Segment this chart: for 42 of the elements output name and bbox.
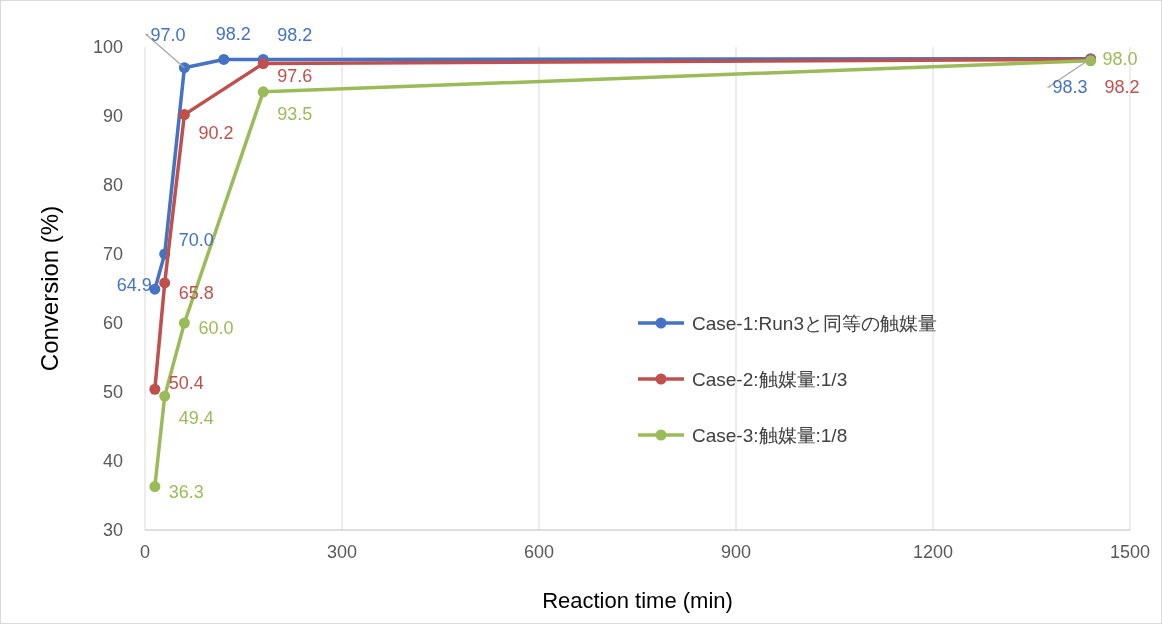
point: [178, 109, 190, 121]
data-label: 98.2: [277, 25, 313, 46]
y-tick-label: 90: [102, 106, 123, 126]
x-tick-label: 300: [326, 542, 358, 562]
x-tick-label: 1200: [912, 542, 954, 562]
point: [218, 53, 230, 65]
point: [149, 481, 161, 493]
y-tick-label: 60: [102, 313, 123, 333]
y-tick-label: 30: [102, 520, 123, 540]
data-label: 98.2: [1104, 77, 1140, 98]
x-tick-label: 600: [523, 542, 555, 562]
data-label: 90.2: [198, 122, 234, 143]
data-label: 49.4: [178, 408, 214, 429]
legend-label: Case-1:Run3と同等の触媒量: [692, 313, 937, 334]
x-tick-label: 900: [720, 542, 752, 562]
point: [159, 390, 171, 402]
point: [149, 383, 161, 395]
point: [257, 86, 269, 98]
y-axis-title: Conversion (%): [36, 205, 63, 372]
data-label: 98.2: [215, 24, 251, 45]
y-tick-label: 70: [102, 244, 123, 264]
x-axis-title: Reaction time (min): [542, 588, 733, 613]
data-label: 97.0: [150, 24, 186, 45]
x-tick-label: 0: [139, 542, 151, 562]
y-tick-label: 80: [102, 175, 123, 195]
data-label: 36.3: [168, 481, 204, 502]
point: [159, 277, 171, 289]
y-tick-label: 40: [102, 451, 123, 471]
data-label: 64.9: [116, 275, 152, 296]
data-label: 93.5: [277, 103, 313, 124]
data-label: 60.0: [198, 318, 234, 338]
x-tick-label: 1500: [1109, 542, 1151, 562]
data-label: 98.0: [1102, 48, 1138, 69]
y-tick-label: 50: [102, 382, 123, 402]
point: [257, 58, 269, 70]
data-label: 98.3: [1052, 76, 1088, 97]
data-label: 50.4: [168, 373, 204, 394]
legend-label: Case-3:触媒量:1/8: [692, 425, 848, 446]
point: [178, 317, 190, 329]
y-tick-label: 100: [92, 37, 123, 57]
legend-label: Case-2:触媒量:1/3: [692, 369, 848, 390]
data-label: 97.6: [277, 65, 313, 86]
